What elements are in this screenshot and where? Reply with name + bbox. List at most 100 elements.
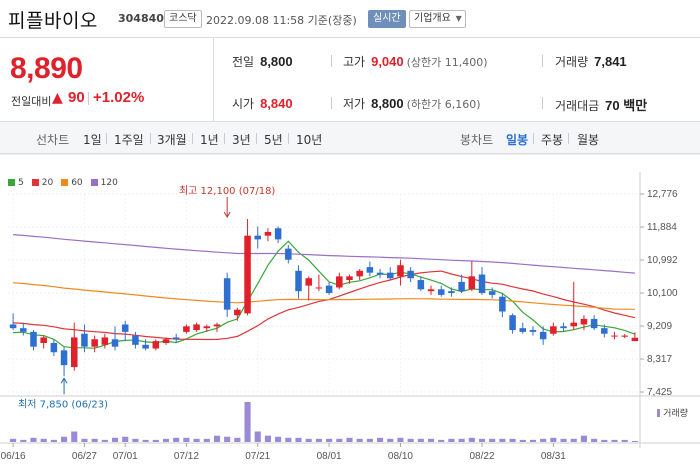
volume-bar bbox=[417, 438, 424, 442]
volume-bar bbox=[152, 439, 159, 442]
candle-body bbox=[60, 350, 68, 366]
volume-bar bbox=[580, 435, 587, 442]
volume-bar bbox=[234, 437, 241, 442]
volume-legend-label: 거래량 bbox=[663, 409, 688, 419]
volume-bar bbox=[203, 438, 210, 442]
volume-bar bbox=[40, 438, 47, 442]
period-10y[interactable]: 10년 bbox=[296, 133, 323, 147]
legend-item-ma20: 20 bbox=[31, 178, 53, 188]
candle-body bbox=[234, 309, 241, 316]
volume-bar bbox=[550, 437, 557, 442]
separator bbox=[288, 133, 289, 144]
volume-bar bbox=[213, 435, 221, 442]
candle-weekly[interactable]: 주봉 bbox=[541, 133, 564, 147]
candle-body bbox=[244, 235, 251, 314]
candle-body bbox=[580, 318, 588, 325]
separator bbox=[331, 97, 332, 109]
price-summary: 8,890 전일대비 ▲ 90 +1.02% 전일 8,800 고가 9,040 (상… bbox=[0, 38, 700, 122]
x-tick-label: 08/10 bbox=[388, 451, 413, 462]
candle-body bbox=[203, 326, 211, 329]
volume: 거래량 7,841 bbox=[555, 54, 627, 69]
candle-daily[interactable]: 일봉 bbox=[506, 133, 529, 147]
period-3m[interactable]: 3개월 bbox=[157, 133, 187, 147]
candle-body bbox=[142, 344, 149, 349]
volume-bar bbox=[224, 436, 231, 442]
candle-body bbox=[529, 330, 537, 332]
legend-swatch bbox=[8, 179, 15, 186]
moving-average-legend: 5 20 60 120 bbox=[8, 178, 126, 188]
stock-code: 304840 bbox=[118, 12, 164, 25]
volume-bar bbox=[264, 435, 271, 442]
stock-header: 피플바이오 304840 코스닥 2022.09.08 11:58 기준(장중)… bbox=[0, 0, 700, 38]
volume-bar bbox=[611, 439, 618, 442]
candle-body bbox=[70, 337, 78, 368]
candle-body bbox=[81, 333, 88, 347]
volume-bar bbox=[193, 438, 200, 442]
volume-bar bbox=[631, 440, 638, 442]
legend-swatch bbox=[61, 179, 69, 186]
x-tick-label: 07/01 bbox=[113, 451, 138, 462]
summary-divider bbox=[213, 38, 214, 122]
volume-bar bbox=[448, 438, 455, 442]
volume-bar bbox=[478, 438, 486, 442]
candle-body bbox=[101, 337, 109, 345]
volume-bar bbox=[489, 438, 496, 442]
period-3y[interactable]: 3년 bbox=[232, 133, 251, 147]
x-tick-label: 08/22 bbox=[469, 451, 494, 462]
candle-body bbox=[550, 326, 557, 334]
candle-body bbox=[397, 265, 404, 277]
x-tick-label: 08/01 bbox=[317, 451, 342, 462]
volume-bar bbox=[438, 439, 445, 442]
volume-bar bbox=[254, 431, 261, 442]
volume-swatch bbox=[657, 409, 661, 417]
x-tick-label: 06/27 bbox=[72, 451, 97, 462]
day-high: 고가 9,040 (상한가 11,400) bbox=[343, 54, 488, 69]
candle-body bbox=[539, 331, 547, 340]
low-arrow-head bbox=[60, 377, 68, 384]
candle-body bbox=[366, 267, 374, 273]
period-1d[interactable]: 1일 bbox=[83, 133, 102, 147]
caret-down-icon: ▼ bbox=[455, 14, 462, 23]
volume-bar bbox=[10, 438, 17, 442]
candle-body bbox=[458, 281, 465, 292]
y-tick-label: 9,209 bbox=[647, 321, 672, 332]
volume-bar bbox=[499, 438, 506, 442]
timestamp: 2022.09.08 11:58 기준(장중) bbox=[206, 14, 357, 27]
candle-chart-label: 봉차트 bbox=[460, 133, 494, 147]
legend-label: 5 bbox=[18, 178, 24, 188]
candle-body bbox=[30, 331, 37, 347]
candle-body bbox=[570, 322, 578, 327]
candle-monthly[interactable]: 월봉 bbox=[577, 133, 600, 147]
change-value: 90 bbox=[68, 89, 85, 106]
x-tick-label: 06/16 bbox=[1, 451, 26, 462]
candle-body bbox=[488, 291, 496, 295]
candle-body bbox=[560, 326, 567, 329]
company-info-dropdown[interactable]: 기업개요 ▼ bbox=[409, 10, 466, 28]
candle-body bbox=[478, 274, 486, 294]
volume-bar bbox=[591, 438, 598, 442]
current-price: 8,890 bbox=[10, 52, 83, 85]
y-tick-label: 8,317 bbox=[647, 354, 672, 365]
legend-item-ma5: 5 bbox=[8, 178, 24, 188]
candle-body bbox=[274, 228, 282, 240]
candle-body bbox=[264, 231, 272, 236]
period-1y[interactable]: 1년 bbox=[200, 133, 219, 147]
candle-body bbox=[183, 326, 190, 332]
realtime-button[interactable]: 실시간 bbox=[368, 10, 406, 28]
candle-body bbox=[376, 272, 384, 275]
volume-bar bbox=[244, 402, 251, 442]
volume-bar bbox=[91, 438, 98, 442]
up-triangle-icon: ▲ bbox=[52, 90, 63, 106]
period-5y[interactable]: 5년 bbox=[264, 133, 283, 147]
volume-bar bbox=[305, 438, 312, 442]
candle-body bbox=[427, 289, 435, 292]
volume-bar bbox=[122, 436, 129, 442]
candle-body bbox=[132, 335, 139, 345]
volume-bar bbox=[509, 438, 516, 442]
candle-body bbox=[223, 278, 231, 310]
period-1w[interactable]: 1주일 bbox=[114, 133, 144, 147]
separator bbox=[256, 133, 257, 144]
high-annotation: 최고 12,100 (07/18) bbox=[179, 185, 275, 197]
separator bbox=[224, 133, 225, 144]
volume-bar bbox=[61, 436, 68, 442]
